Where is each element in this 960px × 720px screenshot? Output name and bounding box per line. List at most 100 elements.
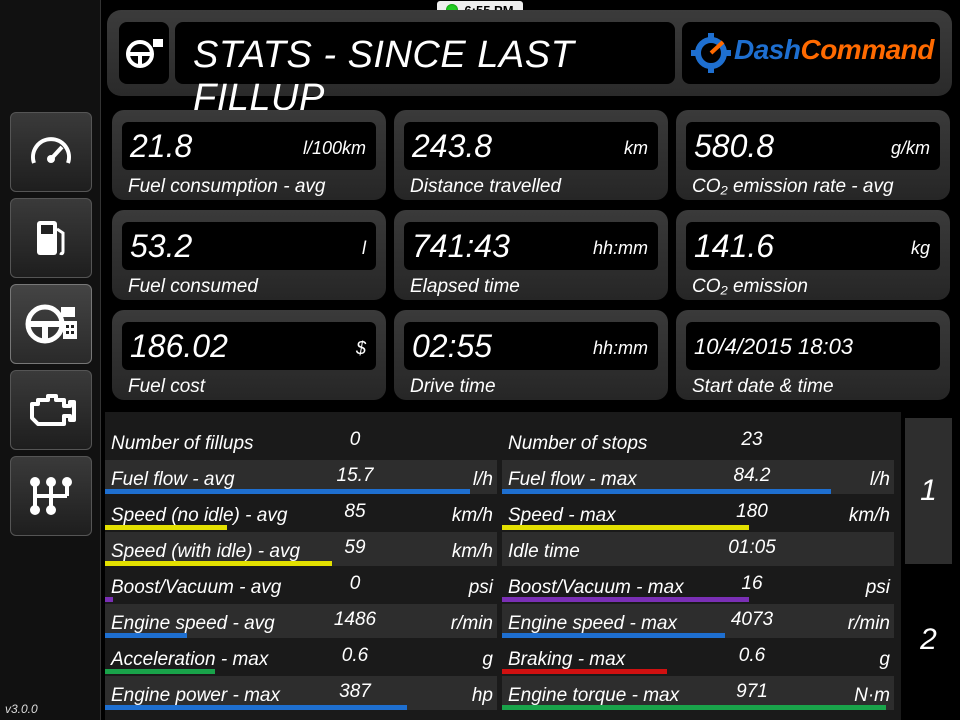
stat-unit: $ (355, 338, 366, 358)
stat-value-box: 741:43 hh:mm (404, 222, 658, 270)
stat-label: Fuel cost (128, 376, 206, 397)
stat-unit: km (624, 138, 648, 158)
stat-row-bar (502, 525, 749, 530)
stat-row-unit: km/h (451, 541, 493, 562)
nav-engine-button[interactable] (10, 370, 92, 450)
stat-value-box: 53.2 l (122, 222, 376, 270)
stat-row-label: Speed - max (508, 505, 616, 526)
stat-label: CO₂ emission (692, 276, 808, 297)
nav-transmission-button[interactable] (10, 456, 92, 536)
stat-row: Speed - max 180 km/h (502, 496, 894, 530)
stat-row-bar (502, 633, 725, 638)
stat-label: Distance travelled (410, 176, 562, 197)
stat-row-value: 0 (349, 429, 361, 450)
stat-row-label: Engine torque - max (508, 685, 680, 706)
stat-tile: 186.02 $ Fuel cost (112, 310, 386, 400)
stat-row-value: 59 (344, 537, 366, 558)
stat-row: Engine speed - avg 1486 r/min (105, 604, 497, 638)
stat-unit: hh:mm (592, 338, 648, 358)
gear-logo-icon (691, 33, 731, 73)
logo-dash: Dash (734, 34, 801, 65)
stat-row-label: Engine power - max (111, 685, 280, 706)
stat-row-unit: r/min (847, 613, 890, 634)
page-title: STATS - SINCE LAST FILLUP (193, 34, 575, 119)
stat-tile: 741:43 hh:mm Elapsed time (394, 210, 668, 300)
stat-row: Engine power - max 387 hp (105, 676, 497, 710)
stat-row: Acceleration - max 0.6 g (105, 640, 497, 674)
stat-tile: 141.6 kg CO₂ emission (676, 210, 950, 300)
stat-row-unit: km/h (848, 505, 890, 526)
stat-value: 141.6 (694, 228, 775, 264)
nav-fuel-button[interactable] (10, 198, 92, 278)
steering-wheel-stats-icon (25, 304, 77, 344)
stat-row-label: Fuel flow - avg (111, 469, 235, 490)
stat-row-bar (105, 597, 113, 602)
stat-label: Elapsed time (410, 276, 520, 297)
stat-row-label: Number of fillups (111, 433, 254, 454)
sidebar: v3.0.0 (0, 0, 101, 720)
stat-row-unit: r/min (450, 613, 493, 634)
stat-label: Fuel consumed (128, 276, 258, 297)
stat-value-box: 02:55 hh:mm (404, 322, 658, 370)
stat-row-label: Idle time (508, 541, 580, 562)
stat-unit: g/km (890, 138, 930, 158)
stat-row-label: Engine speed - max (508, 613, 677, 634)
stat-row: Idle time 01:05 (502, 532, 894, 566)
stat-tile: 243.8 km Distance travelled (394, 110, 668, 200)
stat-row: Fuel flow - avg 15.7 l/h (105, 460, 497, 494)
stat-value: 186.02 (130, 328, 228, 364)
nav-gauges-button[interactable] (10, 112, 92, 192)
stat-tile: 02:55 hh:mm Drive time (394, 310, 668, 400)
header: STATS - SINCE LAST FILLUP DashCommand (107, 10, 952, 119)
stat-tile: 21.8 l/100km Fuel consumption - avg (112, 110, 386, 200)
stat-value-box: 243.8 km (404, 122, 658, 170)
stat-row: Boost/Vacuum - avg 0 psi (105, 568, 497, 602)
nav-stats-button[interactable] (10, 284, 92, 364)
stat-row-bar (105, 633, 187, 638)
stat-row-value: 15.7 (336, 465, 374, 486)
stat-unit: hh:mm (592, 238, 648, 258)
stat-row-unit: l/h (472, 469, 493, 490)
stat-row-bar (105, 489, 470, 494)
stat-row-label: Fuel flow - max (508, 469, 637, 490)
stat-row-unit: l/h (869, 469, 890, 490)
stat-row: Speed (with idle) - avg 59 km/h (105, 532, 497, 566)
stat-unit: kg (910, 238, 930, 258)
stat-row: Speed (no idle) - avg 85 km/h (105, 496, 497, 530)
stat-row-bar (105, 561, 332, 566)
stat-row-value: 01:05 (728, 537, 776, 558)
stat-row-value: 0.6 (341, 645, 369, 666)
stat-row-value: 387 (339, 681, 371, 702)
stat-row-label: Acceleration - max (111, 649, 269, 670)
stat-row-value: 16 (741, 573, 763, 594)
stat-value-box: 21.8 l/100km (122, 122, 376, 170)
page-tab-label: 2 (920, 623, 937, 656)
page-tab-1[interactable]: 1 (905, 418, 952, 564)
gauge-icon (31, 137, 71, 164)
stats-list: Number of fillups 0 Fuel flow - avg 15.7 l/h… (105, 412, 901, 720)
stat-value: 21.8 (130, 128, 193, 164)
stat-row-value: 180 (736, 501, 768, 522)
app-version: v3.0.0 (5, 702, 38, 716)
stat-row: Fuel flow - max 84.2 l/h (502, 460, 894, 494)
stat-tile: 580.8 g/km CO₂ emission rate - avg (676, 110, 950, 200)
stat-value: 02:55 (412, 328, 493, 364)
stat-value-box: 10/4/2015 18:03 (686, 322, 940, 370)
logo-command: Command (800, 34, 934, 65)
stat-row-value: 4073 (730, 609, 774, 630)
stat-tile: 53.2 l Fuel consumed (112, 210, 386, 300)
stat-label: Start date & time (692, 376, 834, 397)
stat-row-value: 0 (349, 573, 361, 594)
title-box: STATS - SINCE LAST FILLUP (175, 22, 675, 119)
page-tab-2[interactable]: 2 (905, 566, 952, 714)
stat-row-bar (105, 525, 227, 530)
stat-row-unit: hp (471, 685, 493, 706)
stat-row-label: Boost/Vacuum - avg (111, 577, 282, 598)
stat-row-unit: N·m (854, 685, 890, 706)
stat-value-box: 141.6 kg (686, 222, 940, 270)
stat-value-box: 580.8 g/km (686, 122, 940, 170)
stat-label: Fuel consumption - avg (128, 176, 326, 197)
stat-label: CO₂ emission rate - avg (692, 176, 894, 197)
stat-value: 53.2 (130, 228, 193, 264)
stat-row-value: 23 (741, 429, 763, 450)
